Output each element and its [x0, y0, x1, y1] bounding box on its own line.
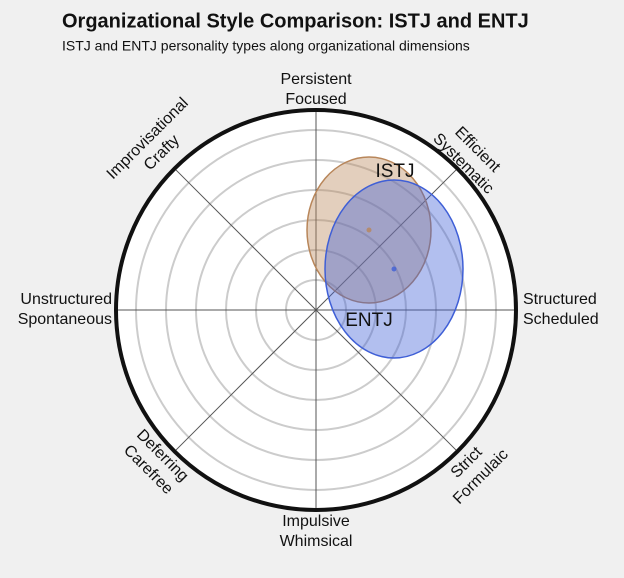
direction-label-line: Structured [523, 291, 597, 308]
series-label: ENTJ [345, 310, 393, 331]
direction-label-line: Focused [285, 91, 346, 108]
direction-label: Unstructured Spontaneous [18, 291, 112, 328]
direction-label: Persistent Focused [280, 71, 352, 108]
direction-label-line: Impulsive [282, 513, 350, 530]
direction-label-line: Persistent [280, 71, 352, 88]
series-label: ISTJ [375, 161, 414, 182]
chart-subtitle: ISTJ and ENTJ personality types along or… [62, 38, 470, 54]
center-dot [366, 227, 372, 233]
direction-label: Structured Scheduled [523, 291, 599, 328]
direction-label: Impulsive Whimsical [280, 513, 353, 550]
center-dot [391, 266, 397, 272]
direction-label-line: Whimsical [280, 533, 353, 550]
chart-title: Organizational Style Comparison: ISTJ an… [62, 10, 529, 32]
direction-label-line: Spontaneous [18, 311, 112, 328]
direction-label-line: Scheduled [523, 311, 599, 328]
direction-label-line: Unstructured [20, 291, 112, 308]
outer-ring [114, 108, 518, 512]
axis-line [174, 168, 458, 452]
